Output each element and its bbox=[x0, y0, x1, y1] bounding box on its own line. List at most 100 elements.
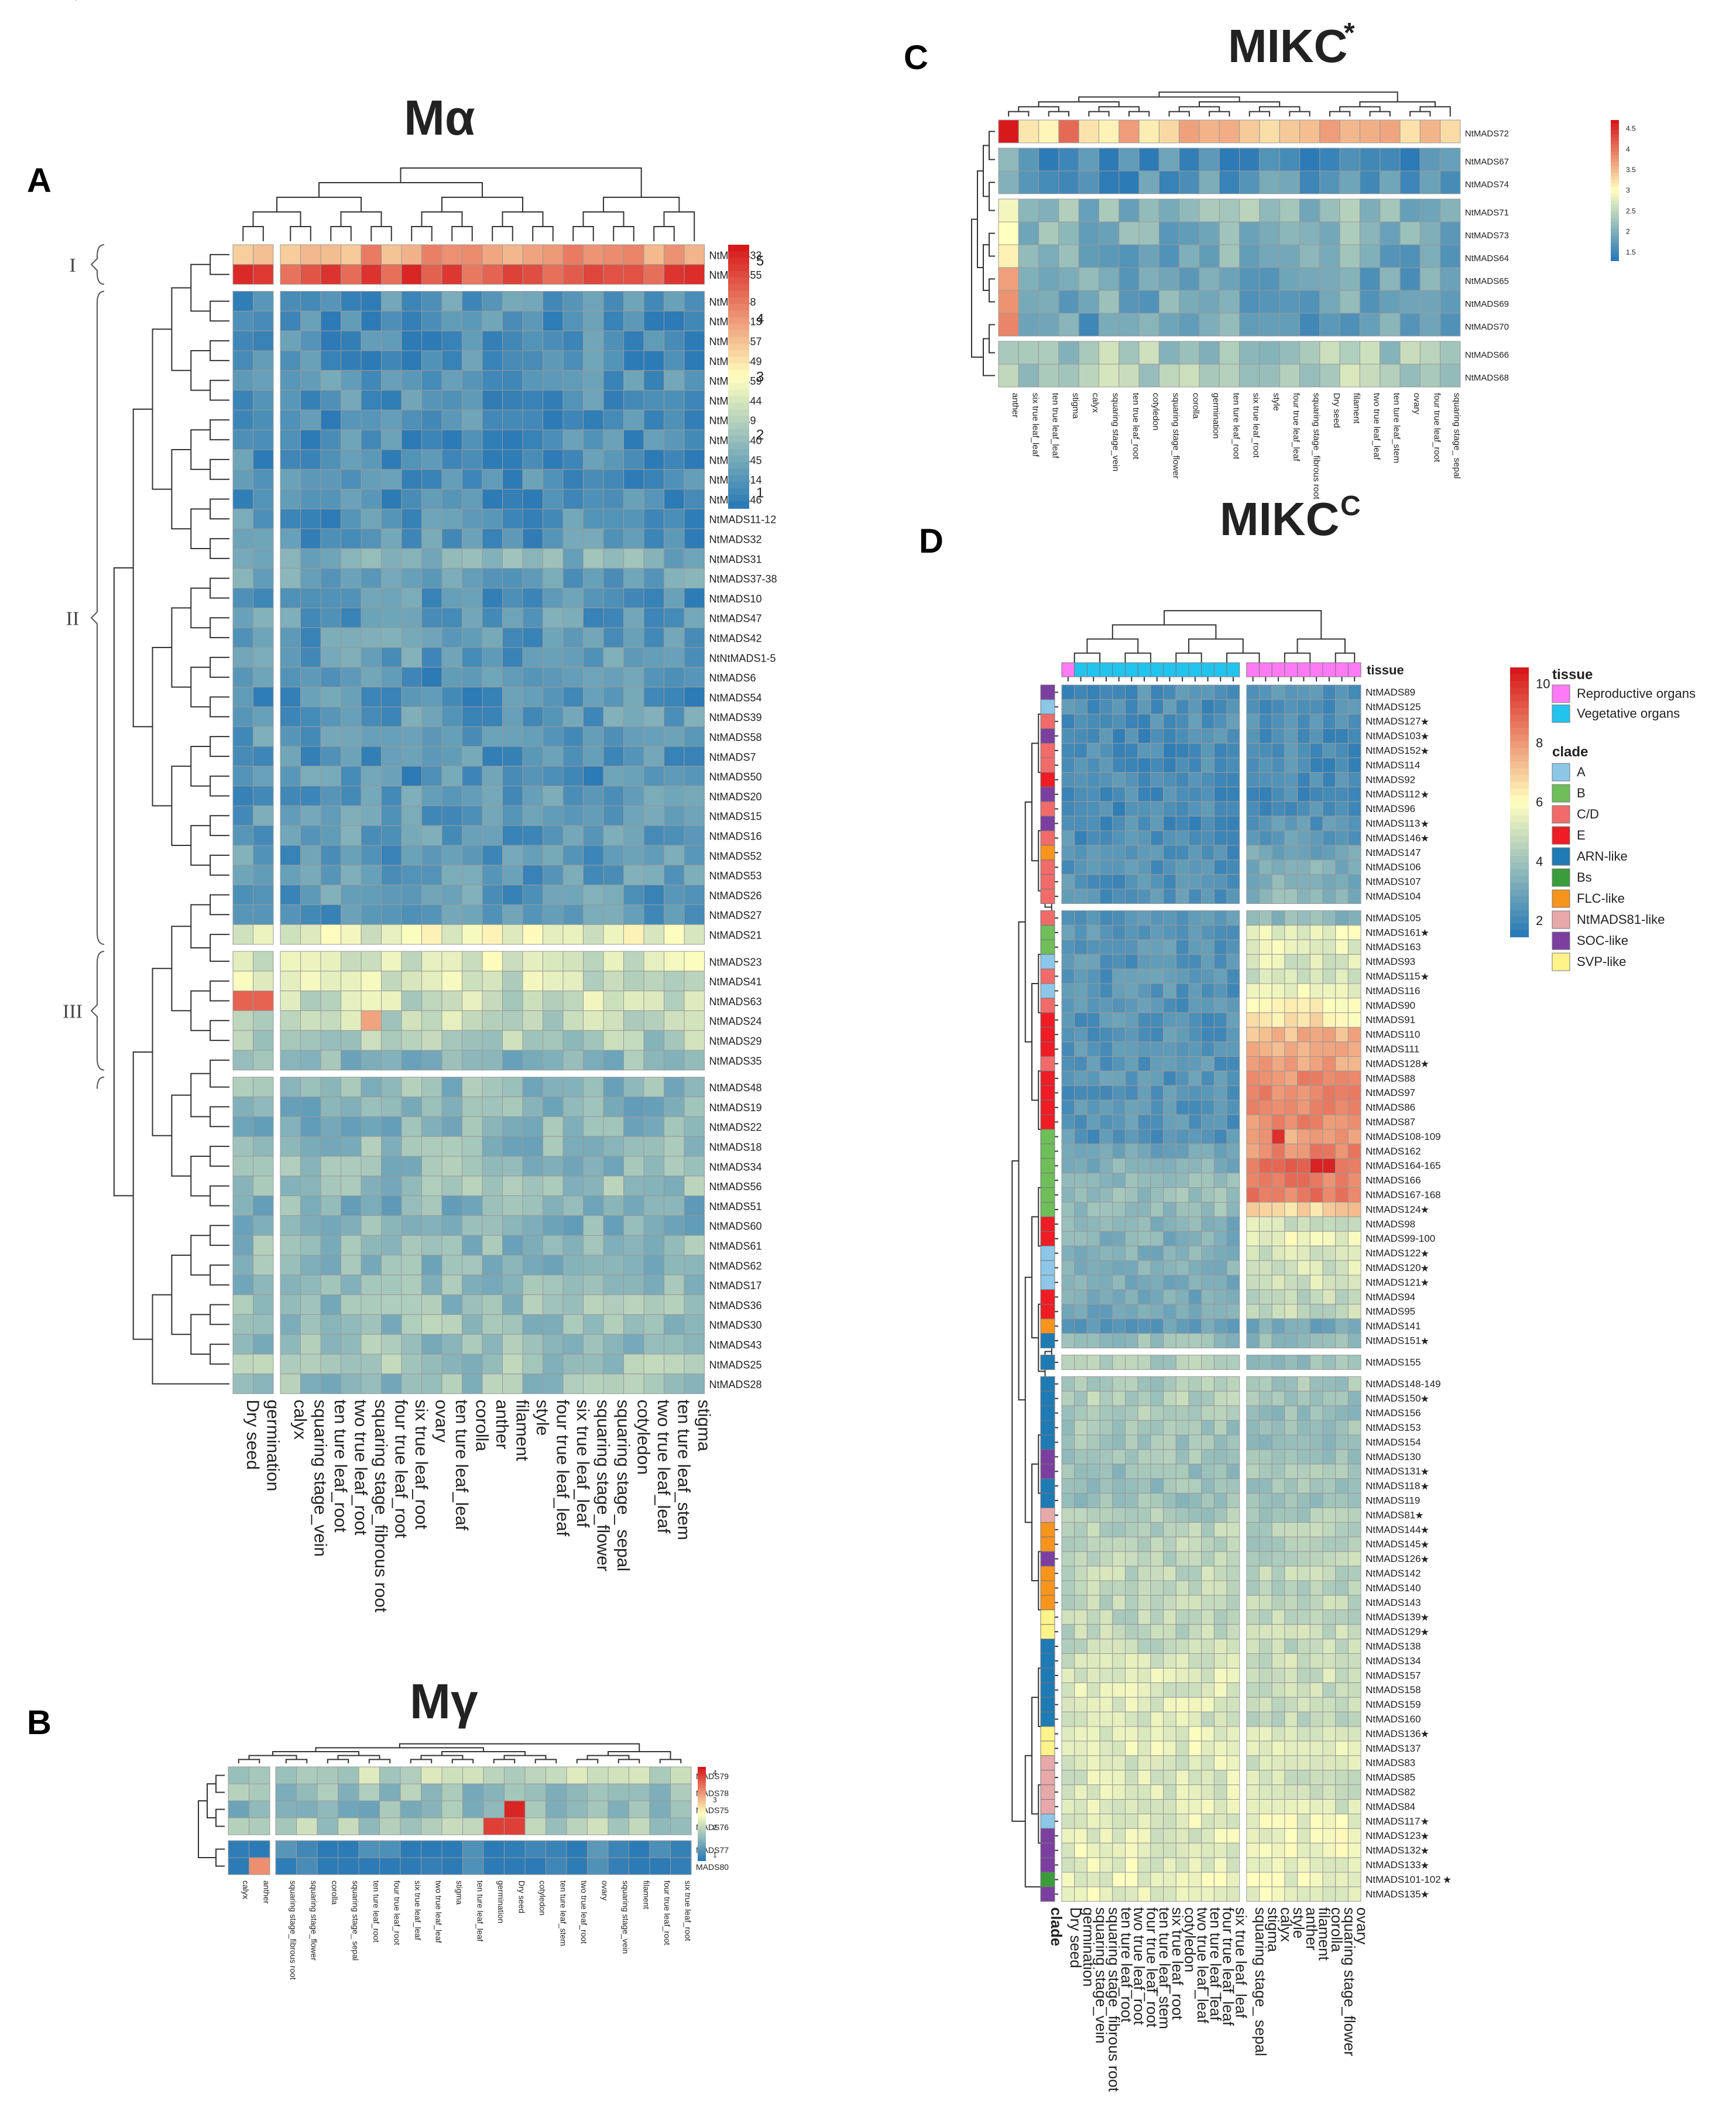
heatmap-cell bbox=[462, 390, 483, 410]
heatmap-cell bbox=[441, 1373, 462, 1395]
heatmap-cell bbox=[1175, 1595, 1189, 1611]
legend-step bbox=[728, 369, 749, 377]
heatmap-cell bbox=[421, 1136, 442, 1157]
heatmap-cell bbox=[1322, 1129, 1336, 1145]
heatmap-cell bbox=[1150, 1493, 1164, 1509]
heatmap-cell bbox=[522, 1097, 543, 1117]
row-label: NtMADS131 bbox=[1366, 1466, 1421, 1477]
legend-step bbox=[728, 422, 749, 430]
heatmap-cell bbox=[1213, 1318, 1227, 1334]
heatmap-cell bbox=[1099, 1304, 1113, 1320]
heatmap-cell bbox=[1213, 1551, 1227, 1567]
heatmap-cell bbox=[1335, 1872, 1349, 1887]
heatmap-cell bbox=[583, 805, 604, 826]
clade-cell bbox=[1040, 1755, 1055, 1771]
heatmap-cell bbox=[1213, 743, 1227, 758]
heatmap-cell bbox=[664, 1010, 685, 1031]
heatmap-cell bbox=[421, 1800, 442, 1818]
heatmap-cell bbox=[1246, 1173, 1260, 1188]
heatmap-cell bbox=[649, 1840, 671, 1858]
heatmap-cell bbox=[1150, 728, 1164, 744]
heatmap-cell bbox=[543, 508, 564, 529]
heatmap-cell bbox=[1175, 1726, 1189, 1742]
heatmap-cell bbox=[664, 1136, 685, 1157]
heatmap-cell bbox=[1322, 1667, 1336, 1683]
heatmap-cell bbox=[1309, 1828, 1323, 1844]
heatmap-cell bbox=[1201, 786, 1214, 802]
heatmap-cell bbox=[608, 1857, 629, 1875]
heatmap-cell bbox=[1246, 1536, 1260, 1552]
heatmap-cell bbox=[1163, 758, 1176, 773]
clade-cell bbox=[1040, 1275, 1055, 1290]
heatmap-cell bbox=[583, 766, 604, 787]
heatmap-cell bbox=[1125, 1770, 1138, 1786]
clade-cell bbox=[1040, 1099, 1055, 1115]
heatmap-cell bbox=[1297, 1056, 1310, 1071]
heatmap-cell bbox=[684, 291, 705, 311]
heatmap-cell bbox=[361, 548, 382, 569]
heatmap-cell bbox=[1297, 1493, 1310, 1509]
row-label: NtMADS50 bbox=[709, 771, 762, 783]
heatmap-cell bbox=[1322, 1405, 1336, 1421]
heatmap-cell bbox=[320, 330, 341, 351]
heatmap-cell bbox=[341, 291, 362, 311]
heatmap-cell bbox=[1259, 1173, 1272, 1188]
heatmap-cell bbox=[320, 766, 341, 787]
heatmap-cell bbox=[603, 971, 624, 992]
heatmap-cell bbox=[1188, 1275, 1202, 1290]
heatmap-cell bbox=[1213, 1304, 1227, 1320]
legend-entry: ARN-like bbox=[1577, 849, 1628, 864]
heatmap-cell bbox=[253, 1176, 274, 1197]
heatmap-cell bbox=[1112, 1027, 1126, 1043]
heatmap-cell bbox=[300, 429, 321, 450]
heatmap-cell bbox=[1440, 290, 1461, 314]
heatmap-cell bbox=[320, 1176, 341, 1197]
heatmap-cell bbox=[361, 627, 382, 648]
heatmap-cell bbox=[1284, 1580, 1298, 1596]
row-star: ★ bbox=[1421, 818, 1429, 830]
heatmap-cell bbox=[232, 951, 253, 972]
row-label: NtMADS19 bbox=[709, 1102, 762, 1114]
heatmap-cell bbox=[1271, 1304, 1285, 1320]
heatmap-cell bbox=[1074, 889, 1087, 904]
heatmap-cell bbox=[280, 706, 301, 727]
heatmap-cell bbox=[441, 746, 462, 767]
heatmap-cell bbox=[1086, 1755, 1100, 1771]
heatmap-cell bbox=[1259, 1755, 1272, 1771]
heatmap-cell bbox=[1179, 244, 1200, 268]
heatmap-cell bbox=[1099, 1595, 1113, 1611]
heatmap-cell bbox=[1078, 341, 1099, 365]
heatmap-cell bbox=[381, 951, 402, 972]
heatmap-cell bbox=[462, 1156, 483, 1177]
heatmap-cell bbox=[401, 1314, 422, 1335]
heatmap-cell bbox=[1163, 699, 1176, 715]
heatmap-cell bbox=[1284, 1536, 1298, 1552]
row-star: ★ bbox=[1421, 1626, 1429, 1637]
heatmap-cell bbox=[1259, 1216, 1272, 1232]
heatmap-cell bbox=[1137, 1551, 1151, 1567]
heatmap-cell bbox=[1347, 889, 1361, 904]
heatmap-cell bbox=[1137, 1260, 1151, 1276]
heatmap-cell bbox=[1163, 1420, 1176, 1436]
heatmap-cell bbox=[1061, 1245, 1075, 1261]
heatmap-cell bbox=[1188, 1289, 1202, 1305]
heatmap-cell bbox=[1219, 290, 1240, 314]
legend-step bbox=[728, 468, 749, 476]
heatmap-cell bbox=[1246, 1187, 1260, 1203]
heatmap-cell bbox=[1061, 1508, 1075, 1523]
heatmap-cell bbox=[462, 330, 483, 351]
heatmap-cell bbox=[1309, 1405, 1323, 1421]
heatmap-cell bbox=[1213, 786, 1227, 802]
clade-cell bbox=[1040, 1289, 1055, 1305]
heatmap-cell bbox=[502, 264, 523, 285]
heatmap-cell bbox=[253, 1097, 274, 1117]
heatmap-cell bbox=[1074, 699, 1087, 715]
heatmap-cell bbox=[462, 469, 483, 490]
column-label: four true leaf_leaf bbox=[1220, 1907, 1237, 2026]
heatmap-cell bbox=[320, 746, 341, 767]
heatmap-cell bbox=[300, 264, 321, 285]
heatmap-cell bbox=[643, 244, 664, 265]
heatmap-cell bbox=[1284, 758, 1298, 773]
heatmap-cell bbox=[1061, 1355, 1075, 1370]
